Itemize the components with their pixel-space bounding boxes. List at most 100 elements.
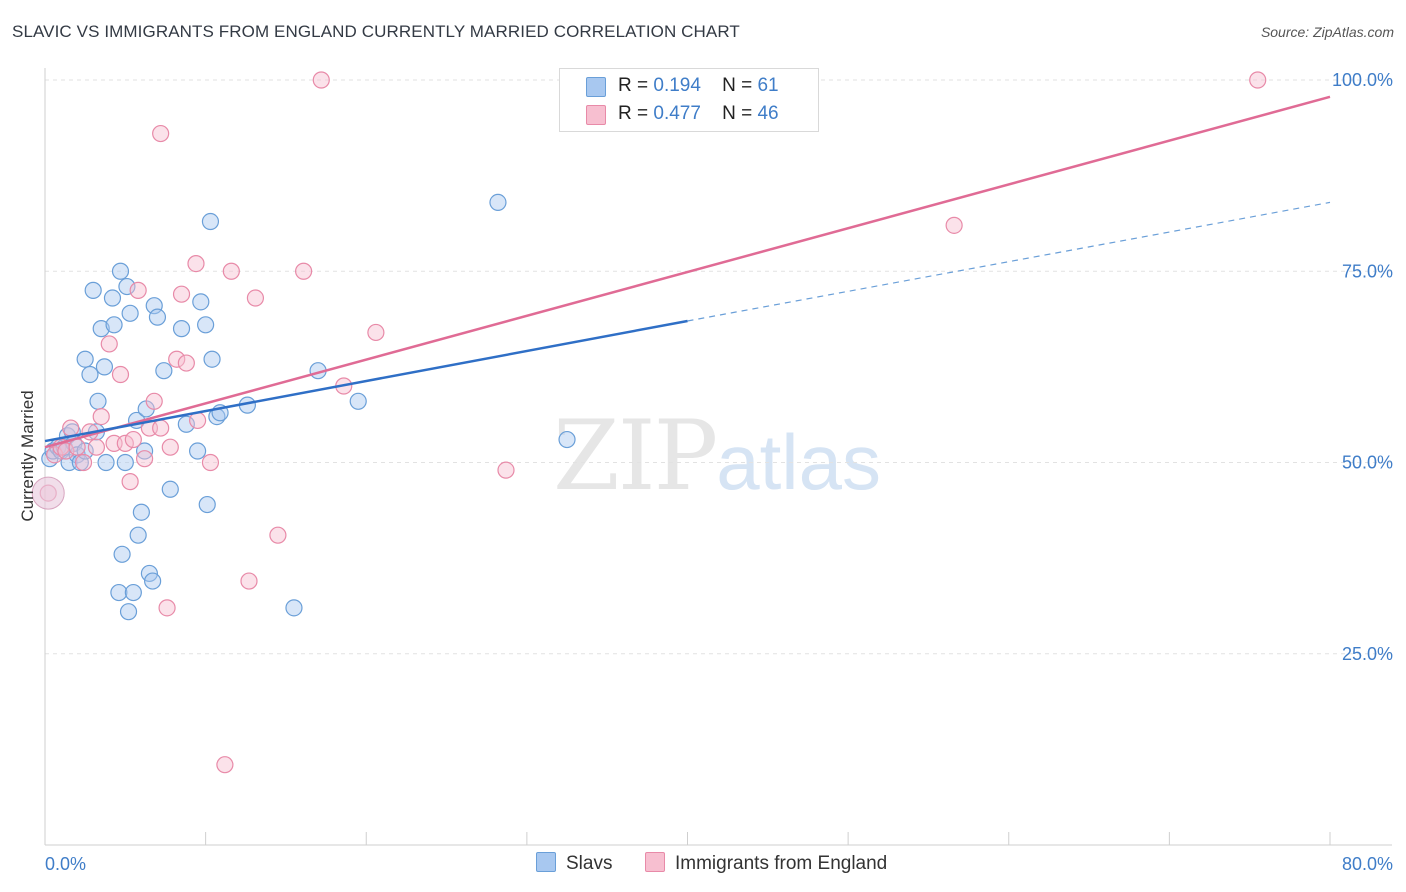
data-point-slavs — [105, 316, 123, 334]
data-point-england — [295, 262, 313, 280]
trend-line-england — [44, 95, 1331, 449]
bottom-legend-england: Immigrants from England — [645, 852, 887, 875]
y-tick-label: 75.0% — [1342, 261, 1393, 281]
data-point-slavs — [349, 392, 367, 410]
data-point-slavs — [201, 212, 220, 231]
data-point-slavs — [285, 599, 303, 617]
stats-legend: R = 0.194 N = 61 R = 0.477 N = 46 — [559, 68, 819, 132]
data-point-slavs — [124, 583, 142, 602]
bottom-legend-slavs: Slavs — [536, 852, 612, 875]
x-tick-label: 0.0% — [45, 854, 86, 874]
data-point-england — [240, 572, 258, 590]
data-point-slavs — [489, 193, 507, 211]
data-point-slavs — [192, 293, 210, 311]
data-point-england — [135, 450, 154, 468]
data-point-slavs — [84, 281, 102, 299]
data-point-slavs — [198, 495, 216, 514]
chart-title: SLAVIC VS IMMIGRANTS FROM ENGLAND CURREN… — [12, 22, 740, 41]
data-point-england — [187, 255, 205, 273]
trend-lines — [44, 95, 1331, 449]
trend-line-slavs-extension — [687, 201, 1331, 322]
chart-source: Source: ZipAtlas.com — [1260, 24, 1394, 40]
data-point-slavs — [203, 350, 221, 368]
data-point-england — [269, 526, 287, 544]
data-point-england — [100, 335, 118, 353]
data-point-england — [145, 392, 163, 410]
data-point-slavs — [97, 453, 115, 472]
legend-swatch-england — [586, 105, 606, 125]
data-point-slavs — [81, 365, 99, 384]
data-point-england — [124, 430, 142, 449]
data-point-england — [111, 365, 130, 384]
y-tick-label: 100.0% — [1332, 70, 1393, 90]
data-point-england — [74, 453, 93, 472]
legend-n-label: N = — [722, 103, 753, 124]
data-point-england — [158, 599, 176, 617]
data-point-england — [312, 71, 330, 89]
bottom-legend-swatch-slavs — [536, 852, 556, 872]
data-point-england — [87, 438, 106, 456]
data-point-england — [161, 438, 179, 456]
y-tick-label: 50.0% — [1342, 453, 1393, 473]
tick-labels: 25.0% 50.0% 75.0% 100.0% 0.0% 80.0% — [45, 70, 1393, 874]
legend-n-value: 46 — [757, 103, 779, 124]
data-point-england — [62, 419, 80, 437]
data-point-slavs — [132, 503, 150, 521]
data-point-england — [222, 262, 240, 280]
data-point-slavs — [118, 277, 136, 296]
data-point-england — [116, 434, 134, 452]
data-point-slavs — [103, 289, 122, 307]
data-point-slavs — [161, 480, 179, 498]
data-point-england — [152, 419, 170, 437]
data-point-slavs — [95, 358, 114, 376]
legend-swatch-slavs — [586, 77, 606, 97]
data-point-slavs — [177, 415, 195, 433]
legend-r-value: 0.194 — [653, 75, 701, 96]
data-point-england — [177, 354, 195, 372]
bottom-legend-swatch-england — [645, 852, 665, 872]
watermark-zip: ZIP — [553, 400, 718, 512]
data-point-england — [121, 473, 139, 491]
x-tick-label: 80.0% — [1342, 854, 1393, 874]
trend-line-slavs — [44, 319, 688, 443]
data-point-cluster — [31, 476, 65, 510]
data-point-slavs — [129, 526, 147, 544]
data-point-england — [152, 124, 170, 143]
data-point-england — [129, 281, 147, 299]
data-point-slavs — [121, 304, 139, 322]
data-point-england — [201, 453, 220, 472]
legend-r-label: R = — [618, 75, 649, 96]
data-point-england — [68, 438, 86, 456]
data-point-england — [92, 408, 110, 426]
data-point-slavs — [558, 430, 576, 449]
y-axis-title: Currently Married — [18, 390, 37, 521]
data-point-england — [216, 756, 234, 774]
axes — [44, 68, 1392, 846]
legend-r-label: R = — [618, 103, 649, 124]
data-point-slavs — [89, 392, 107, 410]
data-point-england — [497, 461, 515, 479]
data-point-slavs — [148, 308, 167, 326]
data-point-slavs — [76, 350, 94, 368]
data-point-slavs — [110, 583, 128, 602]
data-point-england — [168, 350, 186, 368]
data-points — [31, 71, 1267, 774]
data-point-england — [172, 285, 191, 303]
y-tick-label: 25.0% — [1342, 644, 1393, 664]
data-point-slavs — [113, 545, 131, 563]
data-point-england — [1249, 71, 1267, 89]
data-point-slavs — [197, 316, 215, 334]
data-point-slavs — [119, 603, 138, 621]
data-point-slavs — [116, 453, 134, 472]
data-point-england — [57, 442, 75, 460]
legend-r-value: 0.477 — [653, 103, 701, 124]
data-point-england — [246, 289, 265, 307]
bottom-legend-label-slavs: Slavs — [566, 853, 613, 874]
legend-n-value: 61 — [757, 75, 779, 96]
data-point-slavs — [111, 262, 130, 280]
legend-n-label: N = — [722, 75, 753, 96]
bottom-legend-label-england: Immigrants from England — [675, 853, 888, 874]
data-point-slavs — [155, 362, 173, 380]
data-point-slavs — [172, 320, 191, 338]
